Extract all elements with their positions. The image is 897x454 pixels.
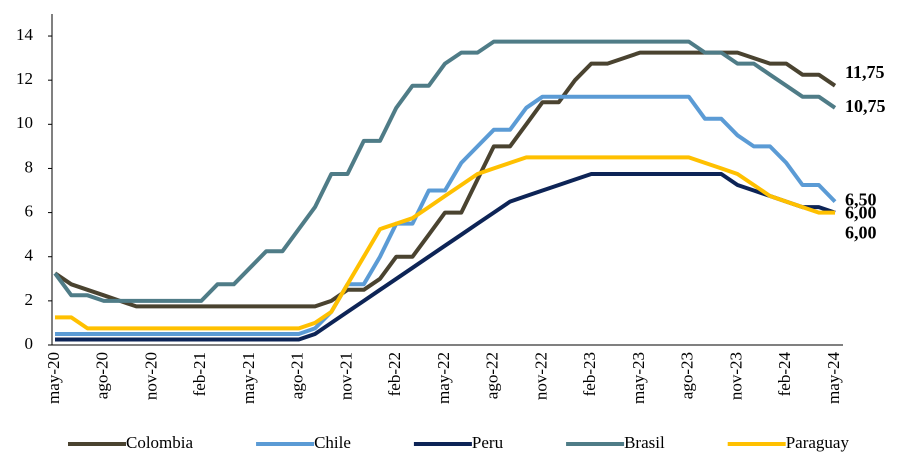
end-label: 6,00 <box>845 223 877 243</box>
x-tick-label: may-23 <box>629 352 648 404</box>
y-tick-label: 8 <box>25 157 34 176</box>
series-line <box>55 155 835 331</box>
series-line <box>53 39 837 303</box>
legend-label: Colombia <box>126 433 194 452</box>
x-tick-label: feb-21 <box>190 352 209 396</box>
x-tick-label: may-20 <box>44 352 63 404</box>
end-label: 11,75 <box>845 62 885 82</box>
legend-label: Brasil <box>624 433 665 452</box>
y-tick-label: 10 <box>16 113 33 132</box>
x-tick-label: may-24 <box>824 352 843 404</box>
series-line <box>55 172 836 342</box>
end-label: 6,50 <box>845 190 877 210</box>
end-label: 6,00 <box>845 203 877 223</box>
x-tick-label: ago-21 <box>288 352 307 399</box>
series-line <box>53 50 837 309</box>
series-line <box>55 94 837 336</box>
x-tick-label: nov-21 <box>336 352 355 400</box>
y-tick-label: 0 <box>25 334 34 353</box>
x-tick-label: ago-23 <box>678 352 697 399</box>
legend-label: Paraguay <box>786 433 850 452</box>
y-tick-label: 14 <box>16 25 34 44</box>
end-label: 10,75 <box>845 96 886 116</box>
x-tick-label: nov-20 <box>141 352 160 400</box>
y-tick-label: 2 <box>25 290 34 309</box>
x-tick-label: may-21 <box>239 352 258 404</box>
legend-label: Chile <box>314 433 351 452</box>
x-tick-label: ago-20 <box>93 352 112 399</box>
x-tick-label: feb-24 <box>775 352 794 397</box>
x-tick-label: nov-22 <box>531 352 550 400</box>
legend-label: Peru <box>472 433 504 452</box>
y-tick-label: 6 <box>25 201 34 220</box>
x-tick-label: feb-23 <box>580 352 599 396</box>
y-tick-label: 12 <box>16 69 33 88</box>
x-tick-label: nov-23 <box>726 352 745 400</box>
x-tick-label: ago-22 <box>483 352 502 399</box>
x-tick-label: feb-22 <box>385 352 404 396</box>
x-tick-label: may-22 <box>434 352 453 404</box>
y-tick-label: 4 <box>25 246 34 265</box>
